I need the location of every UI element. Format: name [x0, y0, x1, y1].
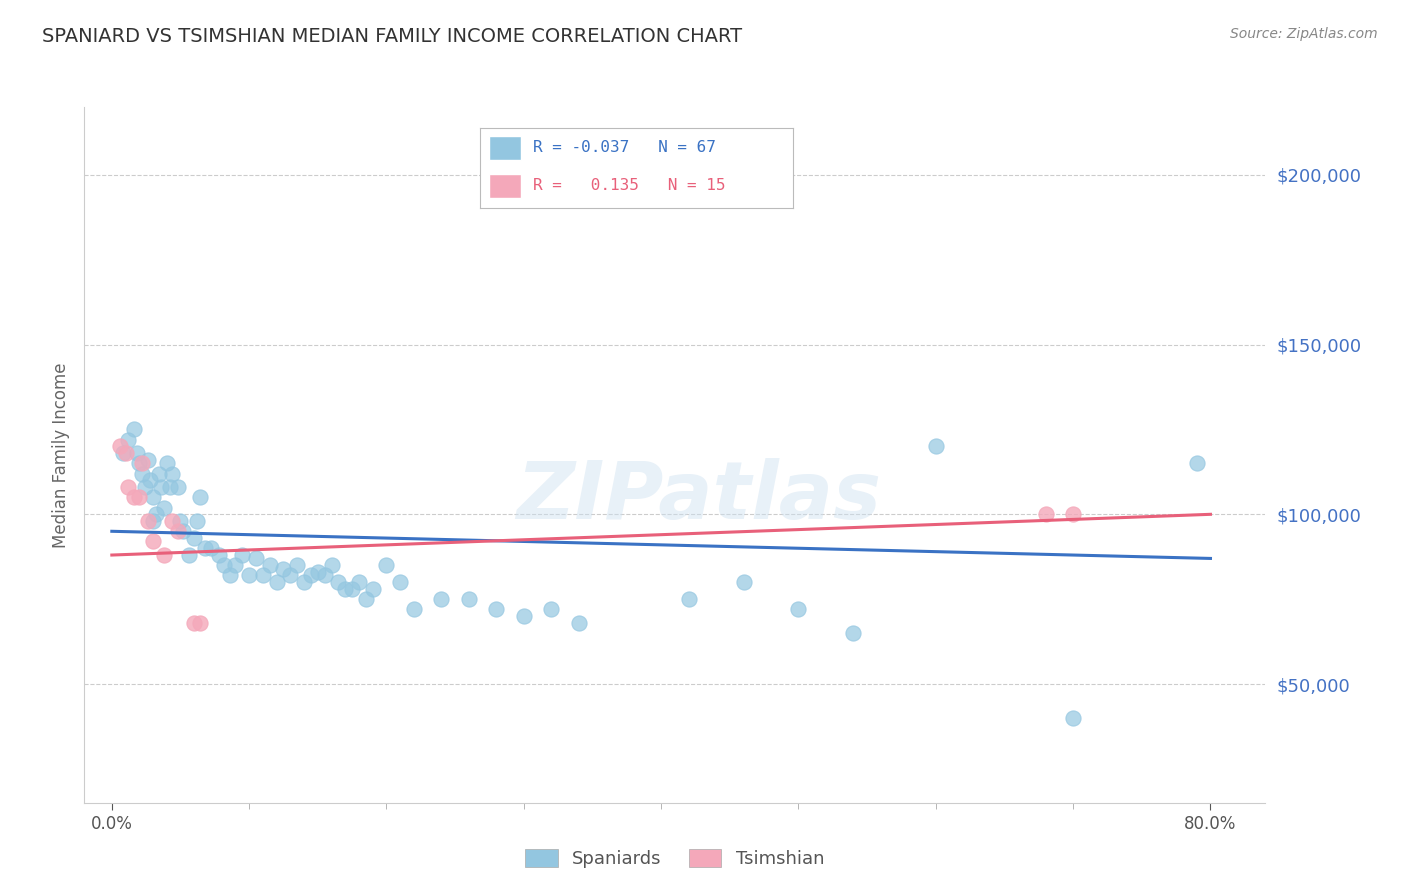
- Point: [321, 558, 343, 573]
- Point: [145, 508, 167, 522]
- Point: [159, 480, 181, 494]
- Point: [186, 514, 208, 528]
- Point: [1062, 711, 1084, 725]
- Point: [188, 491, 211, 505]
- Text: R = -0.037   N = 67: R = -0.037 N = 67: [533, 140, 716, 155]
- Point: [335, 582, 357, 596]
- Point: [787, 602, 810, 616]
- Point: [111, 446, 134, 460]
- Point: [219, 568, 242, 582]
- Point: [457, 592, 479, 607]
- Point: [307, 565, 329, 579]
- Point: [354, 592, 377, 607]
- Point: [245, 551, 267, 566]
- Point: [252, 568, 274, 582]
- Point: [513, 609, 536, 624]
- Point: [314, 568, 336, 582]
- Point: [162, 514, 184, 528]
- Point: [128, 491, 150, 505]
- Text: ZIPatlas: ZIPatlas: [516, 458, 882, 536]
- Point: [128, 457, 150, 471]
- Text: SPANIARD VS TSIMSHIAN MEDIAN FAMILY INCOME CORRELATION CHART: SPANIARD VS TSIMSHIAN MEDIAN FAMILY INCO…: [42, 27, 742, 45]
- Point: [285, 558, 308, 573]
- FancyBboxPatch shape: [489, 136, 520, 160]
- Point: [188, 615, 211, 630]
- Point: [114, 446, 136, 460]
- Y-axis label: Median Family Income: Median Family Income: [52, 362, 70, 548]
- Point: [194, 541, 217, 556]
- Point: [224, 558, 246, 573]
- Point: [166, 524, 188, 539]
- Text: R =   0.135   N = 15: R = 0.135 N = 15: [533, 178, 725, 194]
- Point: [183, 615, 205, 630]
- Point: [108, 439, 131, 453]
- Point: [340, 582, 363, 596]
- Point: [166, 480, 188, 494]
- Legend: Spaniards, Tsimshian: Spaniards, Tsimshian: [516, 840, 834, 877]
- Point: [162, 467, 184, 481]
- Point: [156, 457, 179, 471]
- Point: [678, 592, 700, 607]
- Point: [430, 592, 453, 607]
- Point: [122, 491, 145, 505]
- Point: [266, 575, 288, 590]
- Point: [177, 548, 200, 562]
- Point: [142, 534, 165, 549]
- Point: [136, 453, 159, 467]
- Point: [273, 561, 295, 575]
- Point: [361, 582, 384, 596]
- Point: [925, 439, 948, 453]
- Point: [131, 457, 153, 471]
- Point: [1035, 508, 1057, 522]
- Point: [328, 575, 350, 590]
- Point: [1062, 508, 1084, 522]
- Point: [183, 531, 205, 545]
- Point: [136, 514, 159, 528]
- Point: [231, 548, 253, 562]
- Point: [299, 568, 322, 582]
- FancyBboxPatch shape: [489, 174, 520, 198]
- Point: [402, 602, 425, 616]
- Point: [142, 491, 165, 505]
- Point: [117, 433, 139, 447]
- Point: [134, 480, 156, 494]
- Point: [125, 446, 148, 460]
- Point: [292, 575, 315, 590]
- Point: [733, 575, 755, 590]
- Point: [214, 558, 236, 573]
- Point: [200, 541, 222, 556]
- Point: [485, 602, 508, 616]
- Point: [169, 514, 191, 528]
- Point: [238, 568, 260, 582]
- Point: [842, 626, 865, 640]
- Point: [150, 480, 173, 494]
- Point: [122, 422, 145, 436]
- Point: [347, 575, 370, 590]
- Point: [280, 568, 302, 582]
- Point: [389, 575, 412, 590]
- Point: [131, 467, 153, 481]
- Point: [1185, 457, 1208, 471]
- Point: [568, 615, 591, 630]
- Point: [540, 602, 562, 616]
- Point: [142, 514, 165, 528]
- Point: [148, 467, 170, 481]
- Point: [117, 480, 139, 494]
- Point: [139, 474, 162, 488]
- Point: [172, 524, 194, 539]
- Point: [375, 558, 398, 573]
- Point: [153, 548, 176, 562]
- Text: Source: ZipAtlas.com: Source: ZipAtlas.com: [1230, 27, 1378, 41]
- Point: [153, 500, 176, 515]
- Point: [208, 548, 231, 562]
- Point: [259, 558, 281, 573]
